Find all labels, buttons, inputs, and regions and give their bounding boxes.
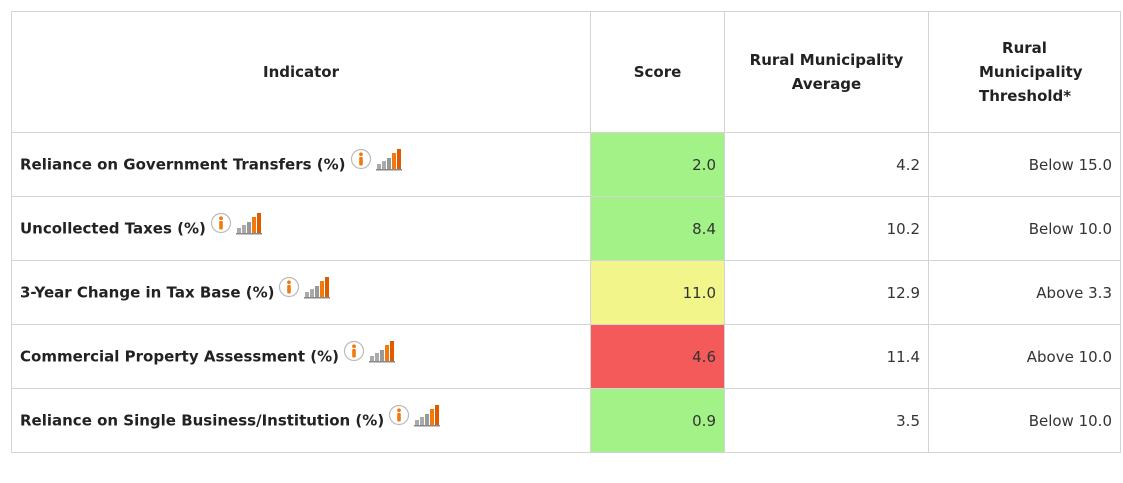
indicator-cell: Reliance on Government Transfers (%) (11, 132, 591, 197)
table-row: 3-Year Change in Tax Base (%) 11.0 12.9 Abo… (11, 260, 1121, 325)
table-row: Commercial Property Assessment (%) 4.6 11.… (11, 324, 1121, 389)
chart-icon[interactable] (375, 147, 402, 183)
chart-icon[interactable] (235, 211, 262, 247)
header-cell: Indicator (11, 11, 591, 133)
score-cell: 11.0 (590, 260, 725, 325)
header-cell: Score (590, 11, 725, 133)
header-cell: Rural Municipality Threshold* (928, 11, 1121, 133)
chart-icon[interactable] (304, 275, 331, 311)
threshold-cell: Above 3.3 (928, 260, 1121, 325)
indicator-cell: Uncollected Taxes (%) (11, 196, 591, 261)
info-icon[interactable] (278, 276, 300, 310)
table-row: Reliance on Government Transfers (%) 2.0 4… (11, 132, 1121, 197)
info-icon[interactable] (210, 212, 232, 246)
indicator-label: Reliance on Government Transfers (%) (20, 155, 346, 173)
threshold-cell: Below 15.0 (928, 132, 1121, 197)
indicator-label: Reliance on Single Business/Institution … (20, 411, 385, 429)
average-cell: 4.2 (724, 132, 929, 197)
score-cell: 8.4 (590, 196, 725, 261)
threshold-cell: Below 10.0 (928, 388, 1121, 453)
table-row: Reliance on Single Business/Institution … (11, 388, 1121, 453)
score-cell: 0.9 (590, 388, 725, 453)
score-cell: 2.0 (590, 132, 725, 197)
indicator-cell: Commercial Property Assessment (%) (11, 324, 591, 389)
threshold-cell: Above 10.0 (928, 324, 1121, 389)
header-row: Indicator Score Rural Municipality Avera… (11, 11, 1121, 133)
average-cell: 3.5 (724, 388, 929, 453)
indicator-label: Commercial Property Assessment (%) (20, 347, 339, 365)
average-cell: 11.4 (724, 324, 929, 389)
info-icon[interactable] (350, 148, 372, 182)
indicator-cell: Reliance on Single Business/Institution … (11, 388, 591, 453)
table-body: Reliance on Government Transfers (%) 2.0 4… (11, 132, 1121, 453)
indicator-label: 3-Year Change in Tax Base (%) (20, 283, 275, 301)
info-icon[interactable] (343, 340, 365, 374)
table-row: Uncollected Taxes (%) 8.4 10.2 Below 10.0 (11, 196, 1121, 261)
indicator-cell: 3-Year Change in Tax Base (%) (11, 260, 591, 325)
threshold-cell: Below 10.0 (928, 196, 1121, 261)
chart-icon[interactable] (414, 403, 441, 439)
average-cell: 12.9 (724, 260, 929, 325)
indicator-label: Uncollected Taxes (%) (20, 219, 206, 237)
average-cell: 10.2 (724, 196, 929, 261)
chart-icon[interactable] (368, 339, 395, 375)
score-cell: 4.6 (590, 324, 725, 389)
indicator-table: Indicator Score Rural Municipality Avera… (11, 11, 1121, 453)
header-cell: Rural Municipality Average (724, 11, 929, 133)
info-icon[interactable] (388, 404, 410, 438)
